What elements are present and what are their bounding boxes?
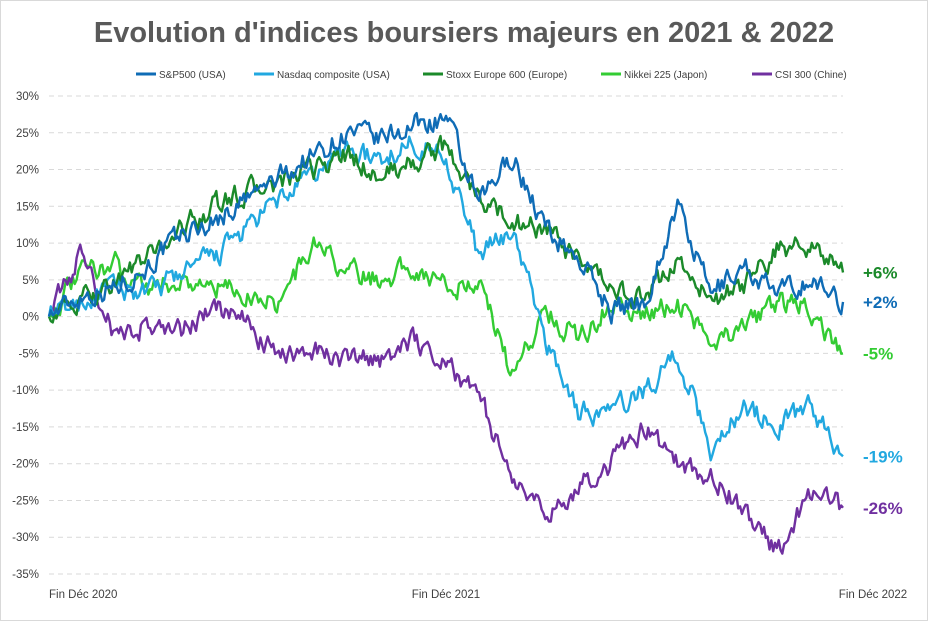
y-tick-label: -20% bbox=[12, 459, 39, 471]
y-tick-label: 15% bbox=[16, 201, 39, 213]
chart-title: Evolution d'indices boursiers majeurs en… bbox=[93, 17, 835, 49]
y-axis-ticks: 30% 25% 20% 15% 10% 5% 0% -5% -10% -15% -20% -25% -3… bbox=[12, 91, 39, 581]
end-labels: +2% -19% +6% -5% -26% bbox=[863, 263, 903, 517]
legend-label: Nasdaq composite (USA) bbox=[277, 70, 390, 81]
y-tick-label: 20% bbox=[16, 165, 39, 177]
end-value-label: -26% bbox=[863, 499, 903, 518]
x-tick-label: Fin Déc 2022 bbox=[839, 589, 907, 601]
legend-label: S&P500 (USA) bbox=[159, 70, 226, 81]
y-tick-label: 0% bbox=[22, 312, 39, 324]
grid-lines bbox=[49, 95, 843, 575]
y-tick-label: 30% bbox=[16, 91, 39, 103]
y-tick-label: -25% bbox=[12, 495, 39, 507]
series-line bbox=[47, 111, 845, 325]
x-tick-label: Fin Déc 2020 bbox=[49, 589, 117, 601]
y-tick-label: -35% bbox=[12, 569, 39, 581]
series-line bbox=[48, 236, 844, 377]
end-value-label: +2% bbox=[863, 293, 898, 312]
y-tick-label: 25% bbox=[16, 128, 39, 140]
series-line bbox=[47, 134, 845, 324]
x-axis-ticks: Fin Déc 2020 Fin Déc 2021 Fin Déc 2022 bbox=[49, 589, 907, 601]
x-tick-label: Fin Déc 2021 bbox=[412, 589, 480, 601]
legend-label: CSI 300 (Chine) bbox=[775, 70, 847, 81]
legend-label: Nikkei 225 (Japon) bbox=[624, 70, 707, 81]
legend-label: Stoxx Europe 600 (Europe) bbox=[446, 70, 567, 81]
y-tick-label: -15% bbox=[12, 422, 39, 434]
end-value-label: -5% bbox=[863, 344, 893, 363]
y-tick-label: -10% bbox=[12, 385, 39, 397]
series-lines bbox=[47, 111, 845, 555]
y-tick-label: -30% bbox=[12, 532, 39, 544]
end-value-label: +6% bbox=[863, 263, 898, 282]
series-line bbox=[47, 243, 844, 555]
y-tick-label: 5% bbox=[22, 275, 39, 287]
series-line bbox=[47, 135, 844, 462]
legend: S&P500 (USA) Nasdaq composite (USA) Stoxx … bbox=[136, 70, 847, 81]
y-tick-label: -5% bbox=[19, 348, 39, 360]
end-value-label: -19% bbox=[863, 447, 903, 466]
y-tick-label: 10% bbox=[16, 238, 39, 250]
